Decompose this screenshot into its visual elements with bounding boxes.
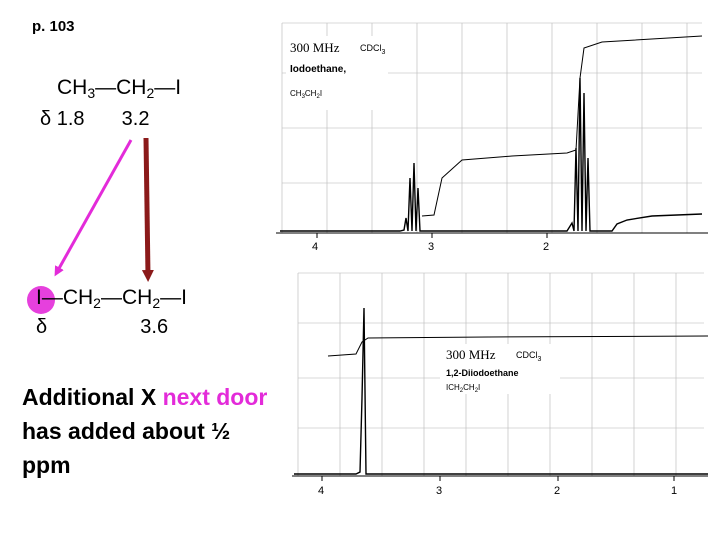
note-line1: Additional X <box>22 384 163 410</box>
tick-marks <box>316 233 548 238</box>
tick-label: 2 <box>554 485 560 496</box>
spectrometer-frequency: 300 MHz <box>290 40 340 55</box>
compound-structure: ICH2CH2I <box>446 383 480 394</box>
integration-trace <box>327 335 709 357</box>
tick-label: 4 <box>312 241 318 253</box>
spectrum-label-box <box>286 36 388 110</box>
shift-ch3: 1.8 <box>56 108 85 130</box>
nmr-spectrum-iodoethane: 4 3 2 300 MHz CDCl3 Iodoethane, CH3CH2I <box>272 18 712 254</box>
spectrum-trace <box>280 77 703 232</box>
tick-label: 1 <box>671 485 677 496</box>
compound-name: 1,2-Diiodoethane <box>446 368 519 378</box>
tick-label: 2 <box>543 241 549 253</box>
tick-marks <box>321 476 675 481</box>
formula-subscript: 2 <box>93 295 101 311</box>
integration-trace <box>421 35 703 217</box>
formula-part: —CH <box>100 286 153 309</box>
spectrum-label-box <box>440 344 560 394</box>
note-text: Additional X next door has added about ½… <box>22 380 342 482</box>
shift-ch2: 3.2 <box>121 108 150 130</box>
chemical-shifts-diiodoethane: δ 3.6 <box>36 316 168 339</box>
magenta-arrow <box>54 139 133 277</box>
nmr-spectrum-diiodoethane: 4 3 2 1 300 MHz CDCl3 1,2-Diiodoethane I… <box>288 268 712 496</box>
formula-iodoethane: CH3—CH2—I <box>57 76 181 101</box>
tick-label: 3 <box>436 485 442 496</box>
spectrum-trace <box>294 307 708 475</box>
formula-part: —I <box>160 286 187 309</box>
note-line2: has added about ½ <box>22 418 231 444</box>
formula-part: I—CH <box>36 286 94 309</box>
spectrometer-frequency: 300 MHz <box>446 347 496 362</box>
note-line3: ppm <box>22 452 71 478</box>
formula-subscript: 3 <box>87 85 96 101</box>
shift-ch2: 3.6 <box>140 316 169 338</box>
compound-structure: CH3CH2I <box>290 89 322 100</box>
delta-symbol: δ <box>36 316 48 338</box>
chemical-shifts-iodoethane: δ 1.8 3.2 <box>40 108 149 131</box>
delta-symbol: δ <box>40 108 52 130</box>
formula-subscript: 2 <box>146 85 155 101</box>
formula-part: —I <box>154 76 182 99</box>
compound-name: Iodoethane, <box>290 64 346 75</box>
iodine-highlight-circle <box>27 286 55 314</box>
note-highlight: next door <box>162 384 268 410</box>
formula-part: CH <box>57 76 88 99</box>
tick-label: 3 <box>428 241 434 253</box>
solvent-label: CDCl3 <box>516 350 542 363</box>
solvent-label: CDCl3 <box>360 43 386 56</box>
tick-label: 4 <box>318 485 324 496</box>
formula-part: —CH <box>95 76 147 99</box>
page-number: p. 103 <box>32 18 75 35</box>
formula-diiodoethane: I—CH2—CH2—I <box>36 286 187 311</box>
darkred-arrow <box>141 137 154 282</box>
formula-subscript: 2 <box>152 295 161 311</box>
